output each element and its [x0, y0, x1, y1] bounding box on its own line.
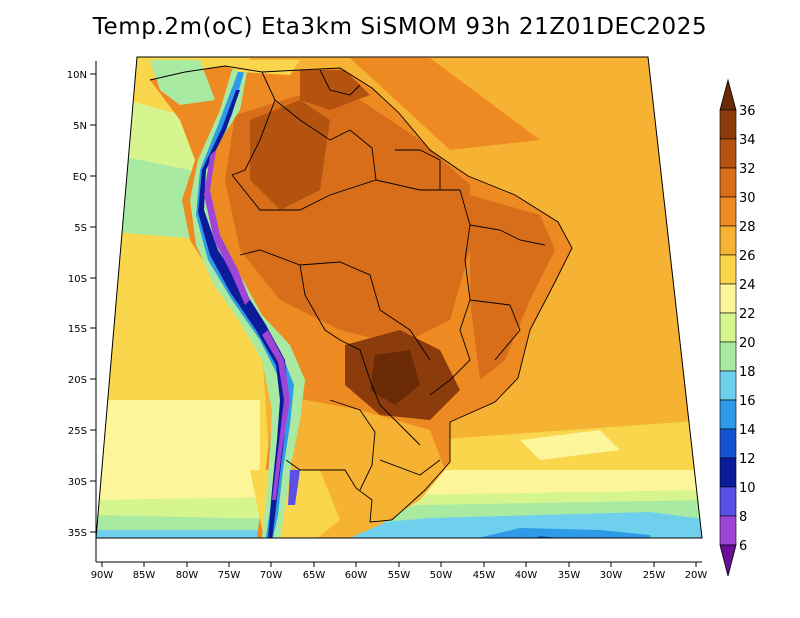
colorbar-segment: [719, 428, 737, 459]
lat-label: 10N: [67, 70, 87, 81]
lon-label: 80W: [176, 570, 199, 581]
colorbar-label: 30: [739, 191, 756, 206]
colorbar-segment: [719, 370, 737, 401]
colorbar-segment: [719, 283, 737, 314]
lon-tick-group: 90W 85W 80W 75W 70W 65W 60W 55W 50W 45W …: [91, 562, 708, 581]
map-title: Temp.2m(oC) Eta3km SiSMOM 93h 21Z01DEC20…: [92, 14, 708, 40]
lat-label: EQ: [73, 172, 87, 183]
plot-frame: [95, 56, 703, 539]
colorbar-label: 34: [739, 133, 756, 148]
lon-label: 65W: [303, 570, 326, 581]
colorbar-segments: [719, 109, 737, 546]
colorbar-segment: [719, 341, 737, 372]
colorbar-label: 14: [739, 423, 756, 438]
lat-label: 10S: [68, 274, 87, 285]
colorbar-segment: [719, 515, 737, 546]
colorbar-segment: [719, 457, 737, 488]
lon-label: 55W: [388, 570, 411, 581]
colorbar-segment: [719, 167, 737, 198]
lon-label: 75W: [218, 570, 241, 581]
country-boundaries: [149, 65, 573, 523]
colorbar-label: 20: [739, 336, 756, 351]
lon-label: 40W: [515, 570, 538, 581]
lon-label: 70W: [260, 570, 283, 581]
lon-label: 20W: [685, 570, 708, 581]
lon-label: 25W: [643, 570, 666, 581]
colorbar-label: 16: [739, 394, 756, 409]
colorbar-bottom-arrow: [719, 544, 737, 577]
lon-label: 35W: [558, 570, 581, 581]
continent-coastline: [149, 65, 573, 523]
lat-label: 20S: [68, 375, 87, 386]
lon-label: 45W: [473, 570, 496, 581]
colorbar: 36 34 32 30 28 26 24 22 20 18 16 14 12 1…: [719, 78, 756, 577]
colorbar-segment: [719, 109, 737, 140]
colorbar-label: 24: [739, 278, 756, 293]
colorbar-label: 6: [739, 539, 747, 554]
lat-label: 25S: [68, 426, 87, 437]
lon-label: 90W: [91, 570, 114, 581]
colorbar-label: 32: [739, 162, 756, 177]
lon-label: 60W: [345, 570, 368, 581]
colorbar-label: 10: [739, 481, 756, 496]
colorbar-top-arrow: [719, 78, 737, 111]
colorbar-segment: [719, 486, 737, 517]
lat-label: 35S: [68, 528, 87, 539]
colorbar-segment: [719, 225, 737, 256]
colorbar-label: 26: [739, 249, 756, 264]
colorbar-segment: [719, 254, 737, 285]
lon-label: 85W: [133, 570, 156, 581]
colorbar-label: 36: [739, 104, 756, 119]
colorbar-label: 18: [739, 365, 756, 380]
colorbar-segment: [719, 312, 737, 343]
colorbar-label: 8: [739, 510, 747, 525]
lon-label: 50W: [430, 570, 453, 581]
temperature-field: [96, 57, 702, 538]
lat-label: 5S: [74, 223, 87, 234]
colorbar-segment: [719, 399, 737, 430]
lat-label: 5N: [73, 121, 87, 132]
colorbar-segment: [719, 196, 737, 227]
lat-label: 30S: [68, 477, 87, 488]
lon-label: 30W: [600, 570, 623, 581]
colorbar-label: 12: [739, 452, 756, 467]
lat-tick-group: 10N 5N EQ 5S 10S 15S 20S 25S 30S 35S: [67, 70, 96, 539]
colorbar-segment: [719, 138, 737, 169]
colorbar-label: 28: [739, 220, 756, 235]
lat-label: 15S: [68, 324, 87, 335]
colorbar-label: 22: [739, 307, 756, 322]
